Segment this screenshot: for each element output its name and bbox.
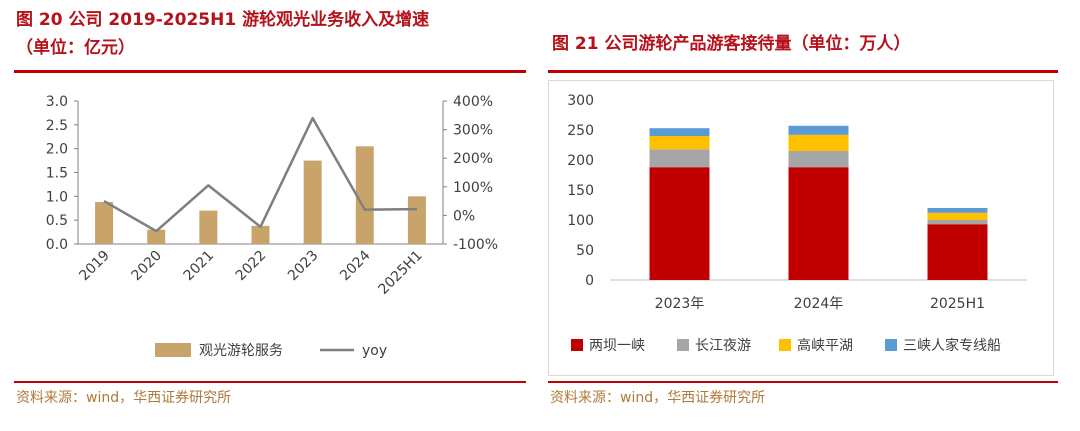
right-title-rule <box>548 70 1058 73</box>
legend-bar-swatch <box>155 343 191 357</box>
left-title-line2: （单位：亿元） <box>16 38 135 58</box>
right-x-tick-label-2025H1: 2025H1 <box>930 296 985 312</box>
stack-2023年-长江夜游 <box>649 149 710 168</box>
stack-2025H1-三峡人家专线船 <box>927 208 988 213</box>
x-tick-label-2023: 2023 <box>285 248 322 285</box>
right-y-tick-label: 250 <box>567 123 594 139</box>
left-chart: 0.0 0.5 1.0 1.5 2.0 2.5 3.0 -100% 0% 100% 200% 300%… <box>46 94 498 359</box>
stack-2024年-三峡人家专线船 <box>788 125 849 135</box>
bar-2020 <box>147 229 166 244</box>
right-y-tick-label: 100 <box>567 213 594 229</box>
stack-2025H1-两坝一峡 <box>927 224 988 280</box>
stack-2023年-高峡平湖 <box>649 136 710 150</box>
x-tick-label-2020: 2020 <box>129 248 166 285</box>
right-source: 资料来源：wind，华西证券研究所 <box>550 390 766 406</box>
left-y-tick-label: 2.5 <box>46 118 68 134</box>
stack-2025H1-高峡平湖 <box>927 212 988 220</box>
right-y-tick-label: 100% <box>453 180 493 196</box>
right-source-rule <box>548 381 1058 383</box>
left-y-tick-label: 2.0 <box>46 142 68 158</box>
legend-swatch-高峡平湖 <box>779 339 791 351</box>
x-tick-label-2021: 2021 <box>181 248 218 285</box>
legend-swatch-三峡人家专线船 <box>885 339 897 351</box>
legend-swatch-长江夜游 <box>677 339 689 351</box>
left-y-tick-label: 0.0 <box>46 237 68 253</box>
right-y-tick-label: 0% <box>453 208 475 224</box>
left-title-rule <box>14 70 526 73</box>
right-x-tick-label-2023年: 2023年 <box>655 296 705 312</box>
bar-2023 <box>303 160 322 244</box>
bar-2019 <box>95 202 114 244</box>
legend-label-高峡平湖: 高峡平湖 <box>797 337 853 354</box>
x-tick-label-2019: 2019 <box>76 248 113 285</box>
left-y-tick-label: 0.5 <box>46 213 68 229</box>
right-y-tick-label: 400% <box>453 94 493 110</box>
stack-2023年-三峡人家专线船 <box>649 128 710 136</box>
left-title-line1: 图 20 公司 2019-2025H1 游轮观光业务收入及增速 <box>16 10 430 30</box>
left-y-tick-label: 3.0 <box>46 94 68 110</box>
left-source: 资料来源：wind，华西证券研究所 <box>16 390 232 406</box>
x-tick-label-2022: 2022 <box>233 248 270 285</box>
bar-2021 <box>199 210 218 244</box>
stack-2023年-两坝一峡 <box>649 167 710 280</box>
right-y-tick-label: 300 <box>567 93 594 109</box>
right-y-tick-label: 200% <box>453 151 493 167</box>
x-tick-label-2025H1: 2025H1 <box>375 248 425 298</box>
left-y-tick-label: 1.0 <box>46 189 68 205</box>
stack-2024年-两坝一峡 <box>788 167 849 280</box>
right-y-tick-label: 300% <box>453 123 493 139</box>
legend-label-长江夜游: 长江夜游 <box>695 338 751 354</box>
stack-2024年-高峡平湖 <box>788 134 849 151</box>
legend-bar-label: 观光游轮服务 <box>199 343 283 359</box>
bar-2024 <box>355 146 374 244</box>
right-y-tick-label: 50 <box>576 243 594 259</box>
right-y-tick-label: 200 <box>567 153 594 169</box>
left-source-rule <box>14 381 526 383</box>
legend-label-三峡人家专线船: 三峡人家专线船 <box>903 337 1001 354</box>
right-y-tick-label: 0 <box>585 273 594 289</box>
stack-2025H1-长江夜游 <box>927 220 988 225</box>
bar-2022 <box>251 225 270 244</box>
right-x-tick-label-2024年: 2024年 <box>794 296 844 312</box>
stack-2024年-长江夜游 <box>788 151 849 168</box>
right-title: 图 21 公司游轮产品游客接待量（单位：万人） <box>552 34 911 54</box>
legend-swatch-两坝一峡 <box>571 339 583 351</box>
legend-line-label: yoy <box>362 343 387 359</box>
right-y-tick-label: 150 <box>567 183 594 199</box>
right-y-tick-label: -100% <box>453 237 498 253</box>
right-chart: 0 50 100 150 200 250 300 2023年 2024年 2025H1 两坝一峡 长江… <box>567 93 1027 354</box>
bar-2025H1 <box>407 196 426 244</box>
x-tick-label-2024: 2024 <box>337 247 374 284</box>
legend-label-两坝一峡: 两坝一峡 <box>589 338 645 354</box>
left-y-tick-label: 1.5 <box>46 166 68 182</box>
right-chart-frame: 0 50 100 150 200 250 300 2023年 2024年 2025H1 两坝一峡 长江… <box>548 80 1054 376</box>
